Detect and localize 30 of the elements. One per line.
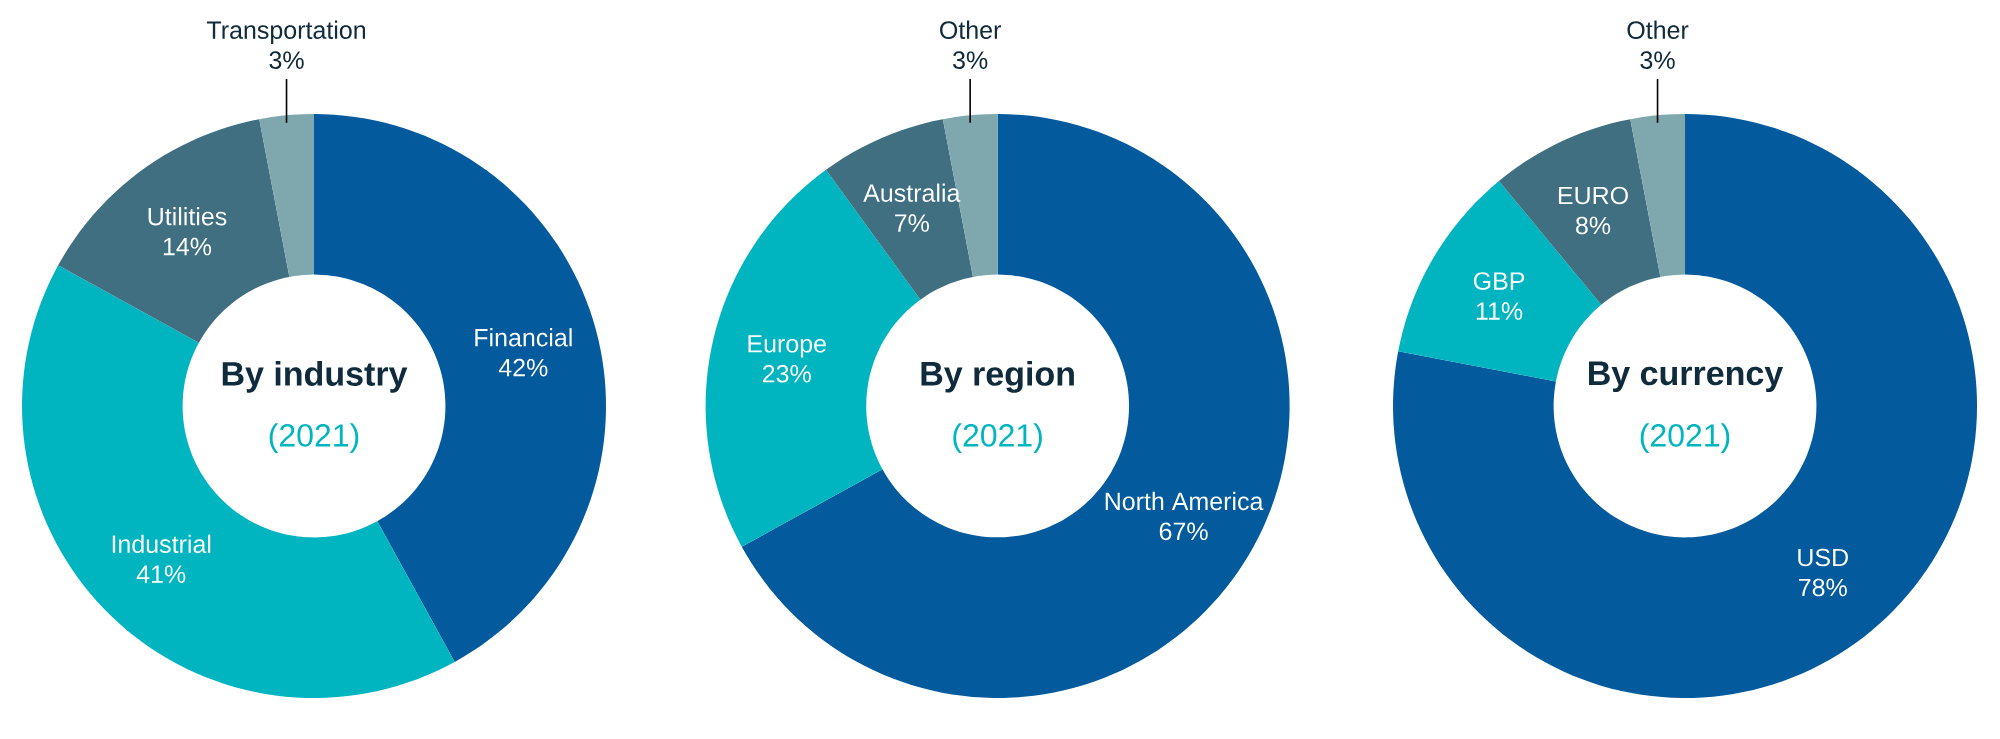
data-label: 7% bbox=[895, 214, 929, 232]
data-label: 3% bbox=[953, 51, 988, 69]
data-label: 3% bbox=[1640, 51, 1675, 69]
data-label: 41% bbox=[136, 565, 186, 583]
slice-label: GBP bbox=[1473, 272, 1525, 290]
slice-label: Utilities bbox=[148, 207, 227, 226]
data-label: 42% bbox=[498, 358, 548, 377]
slice-label: Other bbox=[1627, 20, 1689, 39]
data-label: 67% bbox=[1159, 522, 1208, 541]
text: By industry bbox=[222, 360, 408, 393]
slice-label: Europe bbox=[748, 335, 826, 358]
data-label: 3% bbox=[269, 51, 304, 69]
text: By region bbox=[921, 360, 1074, 393]
text: (2021) bbox=[1640, 423, 1730, 454]
slice-label: EURO bbox=[1558, 186, 1628, 205]
data-label: 78% bbox=[1799, 578, 1847, 597]
data-label: 14% bbox=[163, 237, 212, 256]
data-label: 11% bbox=[1476, 302, 1523, 320]
data-label: 23% bbox=[762, 364, 811, 383]
slice-label: Financial bbox=[475, 328, 572, 347]
text: (2021) bbox=[953, 423, 1042, 454]
slice-label: Other bbox=[940, 20, 1001, 39]
slice-label: Transportation bbox=[206, 20, 366, 44]
data-label: 8% bbox=[1576, 216, 1611, 235]
slice-label: North America bbox=[1105, 491, 1264, 511]
slice-label: Industrial bbox=[112, 534, 211, 554]
text: By currency bbox=[1589, 361, 1784, 393]
slice-label: Australia bbox=[863, 183, 961, 202]
text: (2021) bbox=[269, 423, 359, 454]
slice-label: USD bbox=[1798, 548, 1848, 567]
